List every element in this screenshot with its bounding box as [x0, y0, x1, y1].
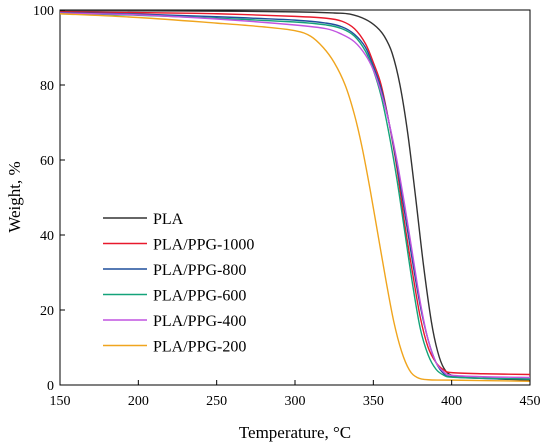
legend-label: PLA [153, 211, 184, 228]
x-tick-label: 350 [363, 394, 384, 409]
plot-frame [59, 9, 531, 386]
x-tick-label: 250 [206, 394, 227, 409]
y-axis: 0 20 40 60 80 100 [33, 4, 65, 394]
x-axis-title: Temperature, °C [239, 423, 351, 442]
series-line-2 [59, 11, 531, 380]
legend-label: PLA/PPG-1000 [153, 237, 254, 254]
x-tick-label: 200 [128, 394, 149, 409]
y-tick-label: 0 [47, 379, 54, 394]
legend: PLA PLA/PPG-1000 PLA/PPG-800 PLA/PPG-600 PLA… [103, 211, 254, 356]
legend-label: PLA/PPG-200 [153, 339, 246, 356]
series-line-5 [59, 13, 531, 382]
legend-label: PLA/PPG-600 [153, 288, 246, 305]
y-tick-label: 80 [40, 79, 54, 94]
y-axis-title: Weight, % [5, 161, 24, 232]
y-tick-label: 60 [40, 154, 54, 169]
series-line-4 [59, 12, 531, 379]
x-tick-label: 150 [50, 394, 71, 409]
y-tick-label: 20 [40, 304, 54, 319]
x-tick-label: 450 [520, 394, 541, 409]
legend-label: PLA/PPG-400 [153, 313, 246, 330]
x-axis: 150 200 250 300 350 400 450 [50, 380, 541, 409]
series-lines [59, 10, 531, 382]
x-tick-label: 300 [285, 394, 306, 409]
y-tick-label: 100 [33, 4, 54, 19]
x-tick-label: 400 [441, 394, 462, 409]
series-line-3 [59, 13, 531, 380]
series-line-0 [59, 10, 531, 381]
legend-label: PLA/PPG-800 [153, 262, 246, 279]
y-tick-label: 40 [40, 229, 54, 244]
